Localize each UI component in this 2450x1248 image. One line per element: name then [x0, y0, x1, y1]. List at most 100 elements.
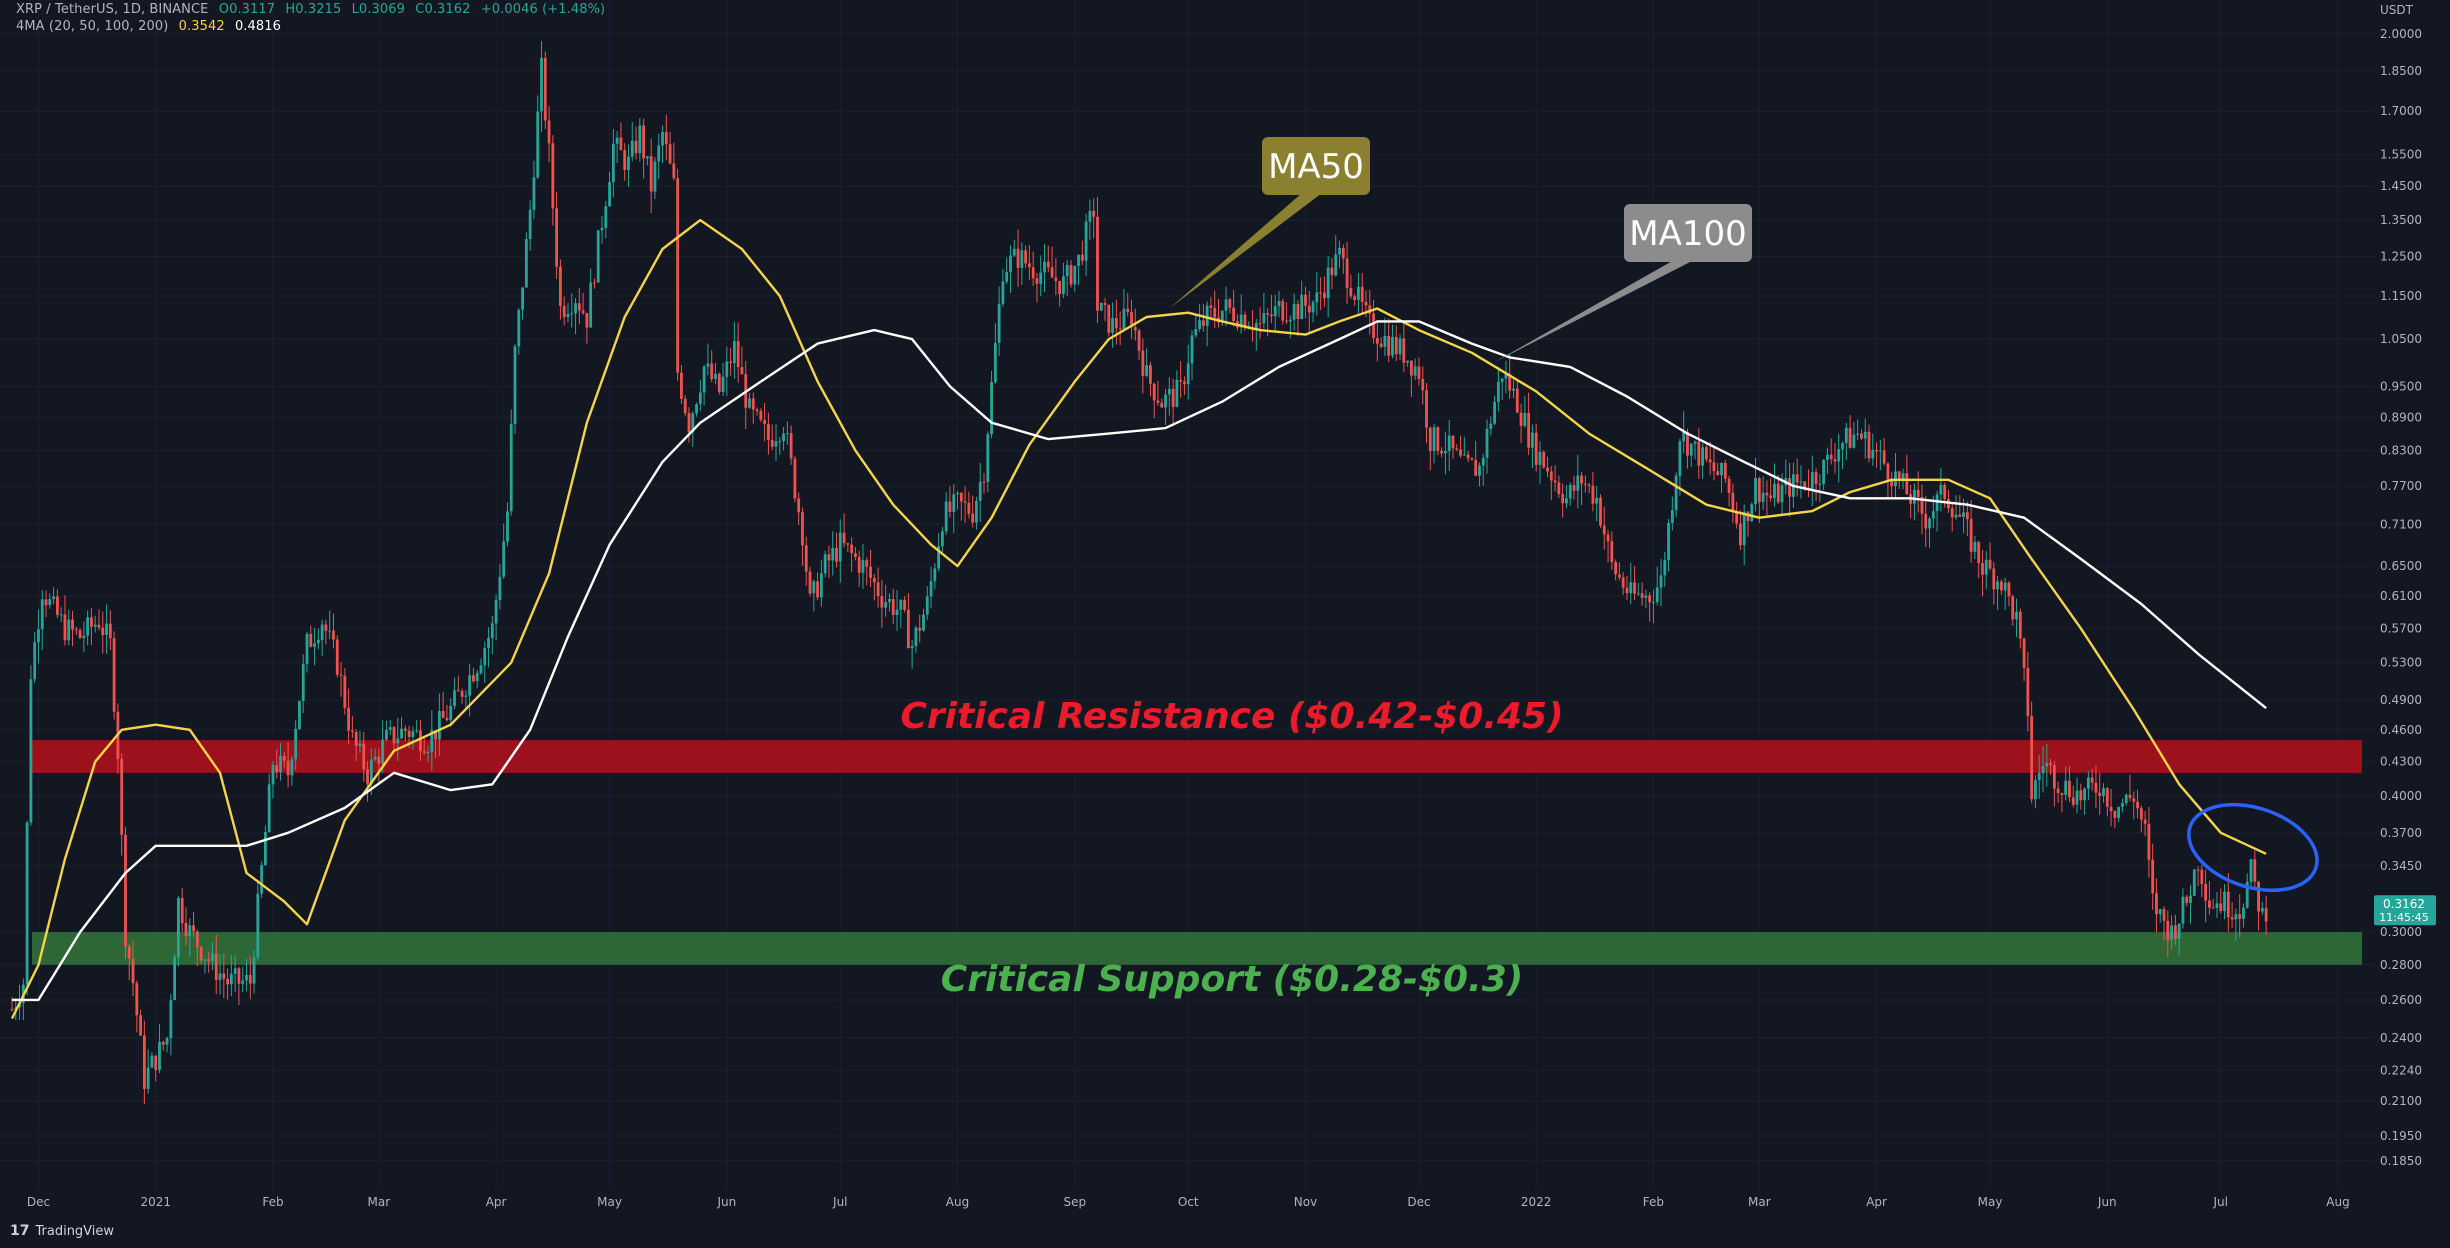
candle-body: [1750, 504, 1754, 522]
candle-body: [173, 957, 177, 1001]
candle-body: [434, 730, 437, 740]
candle-body: [1130, 311, 1133, 328]
candle-body: [1391, 337, 1394, 356]
candle-body: [1387, 335, 1391, 356]
candle-body: [608, 182, 611, 207]
candle-body: [918, 627, 922, 631]
candle-body: [2177, 923, 2181, 939]
candle-body: [396, 738, 400, 744]
legend-symbol-row: XRP / TetherUS, 1D, BINANCE O0.3117 H0.3…: [16, 2, 611, 17]
candle-body: [445, 717, 449, 721]
candle-body: [33, 642, 37, 680]
candle-body: [2219, 903, 2223, 911]
candle-body: [1368, 305, 1372, 314]
time-axis[interactable]: Dec 2021 Feb Mar Apr May Jun Jul Aug Sep Oct Nov Dec…: [27, 1195, 2350, 1209]
candle-body: [876, 582, 880, 597]
candle-body: [819, 573, 823, 598]
candle-body: [2215, 903, 2219, 908]
candle-body: [751, 398, 755, 410]
candle-body: [706, 363, 710, 367]
candle-body: [672, 163, 676, 179]
candle-body: [369, 759, 373, 784]
candle-body: [925, 596, 929, 615]
candle-body: [1727, 478, 1731, 493]
candle-body: [2260, 908, 2264, 912]
candle-body: [1194, 328, 1198, 336]
candle-body: [1965, 512, 1969, 520]
candle-body: [596, 230, 600, 283]
candle-body: [1474, 459, 1478, 476]
candle-body: [403, 728, 407, 731]
candle-body: [2128, 794, 2132, 799]
candle-body: [577, 303, 581, 311]
candle-body: [1118, 328, 1122, 330]
x-tick-label: Oct: [1178, 1195, 1199, 1209]
candle-body: [1103, 302, 1107, 305]
candle-body: [1833, 459, 1837, 462]
candle-body: [721, 376, 725, 392]
candle-body: [1345, 258, 1349, 289]
candle-body: [816, 581, 819, 598]
candle-body: [1462, 454, 1466, 456]
candle-body: [838, 532, 842, 562]
candle-body: [112, 638, 116, 712]
indicator-name[interactable]: 4MA (20, 50, 100, 200): [16, 19, 169, 34]
candle-body: [1723, 462, 1727, 479]
candle-body: [823, 554, 827, 574]
candle-body: [161, 1041, 165, 1045]
candle-body: [1478, 465, 1481, 476]
candle-body: [313, 643, 316, 647]
candle-body: [1810, 472, 1814, 490]
tradingview-logo[interactable]: 𝟭𝟳 TradingView: [10, 1223, 114, 1239]
candle-body: [502, 541, 506, 577]
candle-body: [1701, 447, 1705, 466]
candle-body: [241, 980, 245, 984]
candle-body: [2113, 811, 2117, 818]
candle-body: [990, 382, 993, 435]
candle-body: [1943, 484, 1947, 499]
candle-body: [2245, 882, 2249, 908]
y-tick-label: 0.1950: [2380, 1129, 2422, 1143]
candle-body: [1686, 431, 1689, 456]
candle-body: [237, 968, 241, 984]
candle-body: [1780, 485, 1784, 503]
candle-body: [279, 755, 282, 773]
candle-body: [702, 366, 706, 393]
candle-body: [2200, 869, 2204, 884]
candle-body: [846, 543, 850, 545]
candle-body: [441, 711, 445, 718]
candle-body: [1300, 294, 1304, 320]
candle-body: [1164, 394, 1167, 408]
y-tick-label: 0.2240: [2380, 1063, 2422, 1077]
x-tick-label: Sep: [1063, 1195, 1086, 1209]
candle-body: [1096, 216, 1099, 311]
candle-body: [540, 57, 543, 112]
candle-body: [517, 309, 521, 347]
candle-body: [1610, 541, 1614, 563]
candle-body: [687, 413, 691, 433]
candle-body: [358, 743, 362, 746]
candle-body: [2196, 869, 2200, 871]
x-tick-label: May: [597, 1195, 622, 1209]
ma50-callout-pointer: [1169, 193, 1322, 309]
candle-body: [978, 481, 982, 501]
symbol-name[interactable]: XRP / TetherUS, 1D, BINANCE: [16, 2, 209, 17]
price-axis[interactable]: USDT 0.1850 0.1950 0.2100 0.2240 0.2400 0.2600…: [2374, 3, 2436, 1168]
candle-body: [1822, 459, 1826, 484]
candle-body: [335, 639, 339, 675]
candle-body: [1950, 508, 1954, 518]
y-tick-label: 0.3450: [2380, 859, 2422, 873]
candle-body: [2121, 803, 2124, 807]
candle-body: [2249, 859, 2253, 883]
candle-body: [1266, 313, 1270, 315]
candle-body: [1663, 559, 1667, 576]
candle-body: [146, 1067, 150, 1089]
candles: [10, 41, 2268, 1104]
candle-body: [1372, 313, 1375, 338]
candle-body: [1606, 534, 1610, 542]
x-tick-label: Feb: [1643, 1195, 1664, 1209]
candle-body: [1583, 483, 1587, 485]
candle-body: [453, 690, 456, 706]
candle-body: [1198, 320, 1201, 329]
